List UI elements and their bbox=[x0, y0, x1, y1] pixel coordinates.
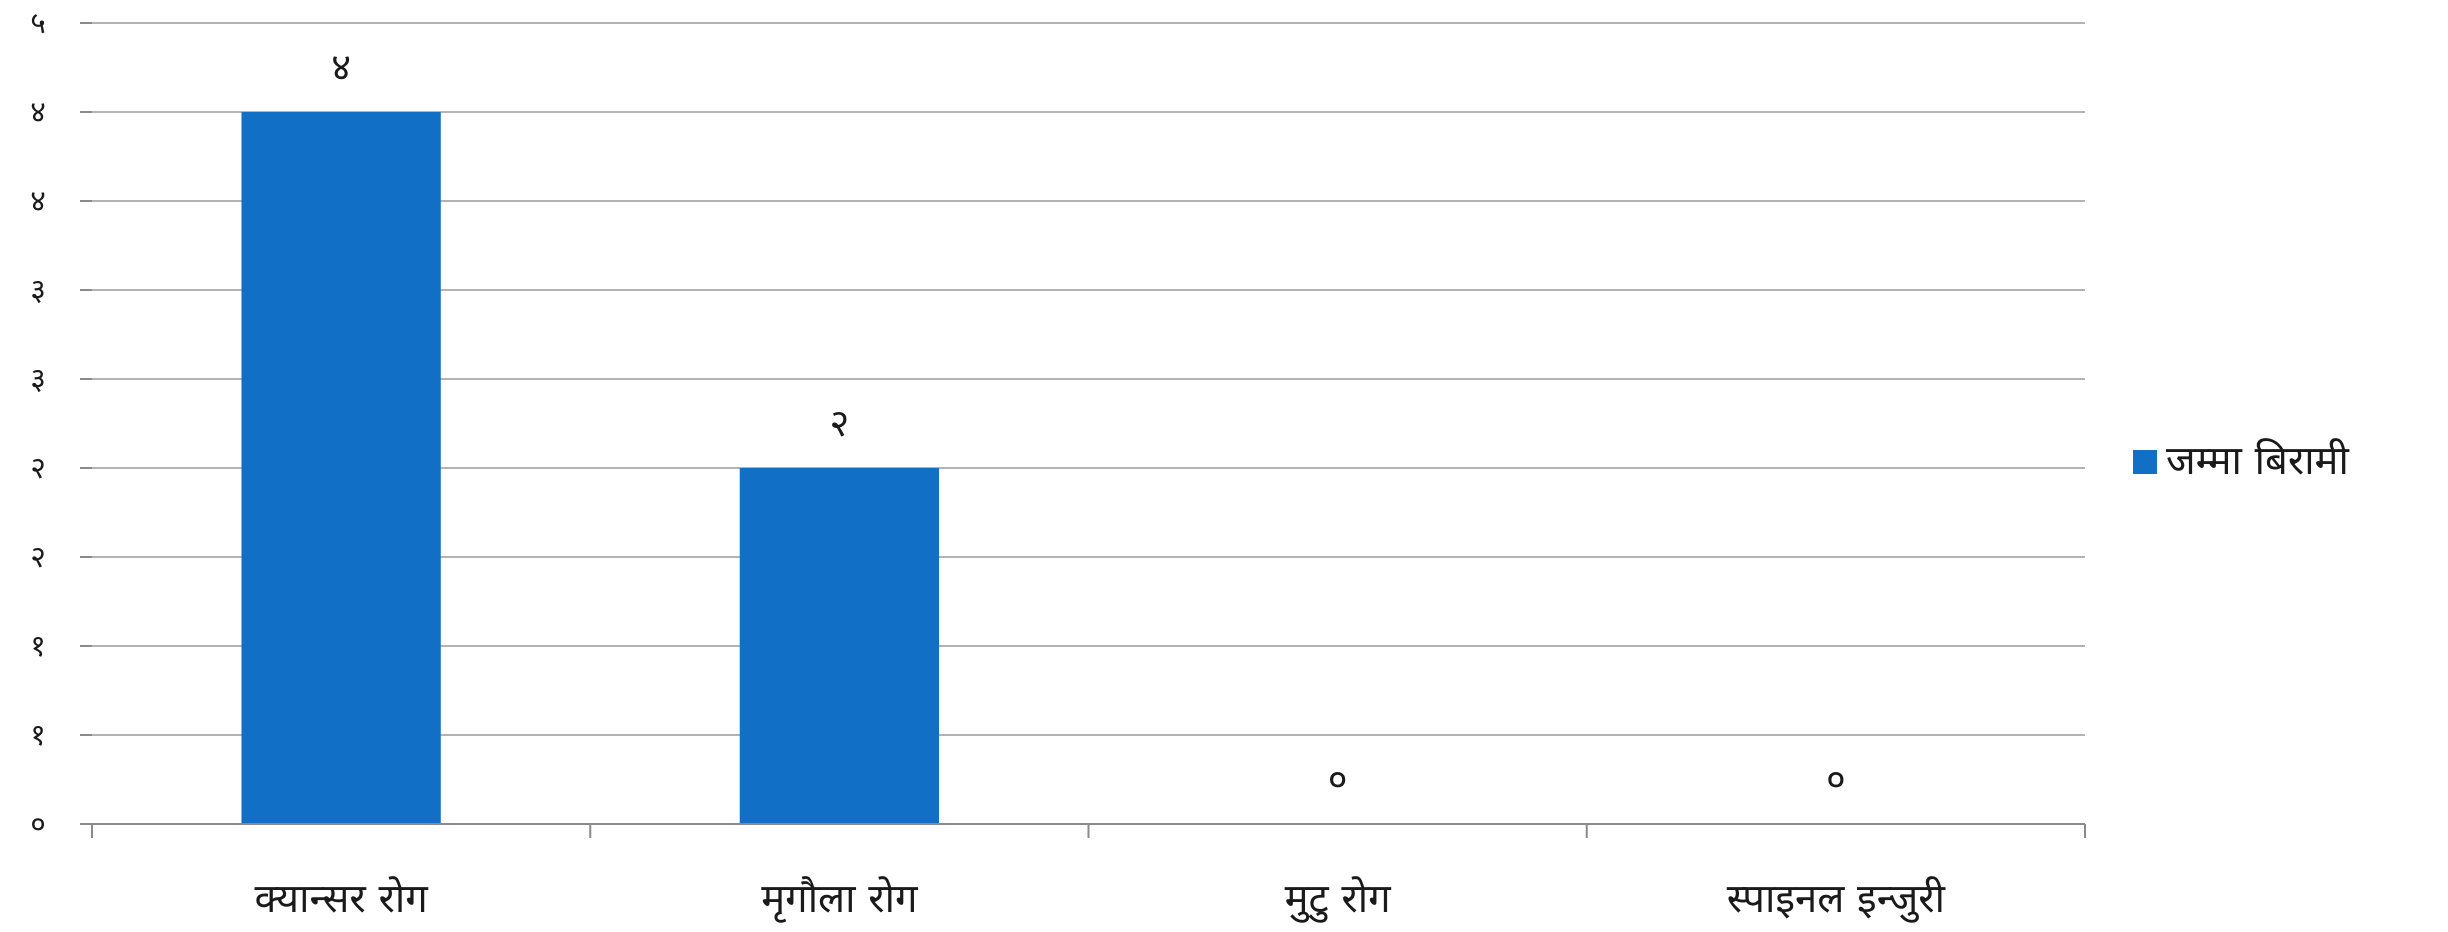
x-axis: क्यान्सर रोग मृगौला रोग मुटु रोग स्पाइनल इन… bbox=[91, 823, 2086, 923]
y-tick-label: ४ bbox=[30, 184, 46, 219]
x-category-label: मुटु रोग bbox=[1285, 876, 1393, 923]
data-label: २ bbox=[829, 401, 849, 445]
y-tick-label: २ bbox=[30, 540, 46, 575]
y-tick-label: ३ bbox=[30, 362, 46, 397]
y-tick-label: १ bbox=[30, 718, 46, 753]
legend-swatch bbox=[2133, 450, 2157, 474]
data-label: ० bbox=[1826, 757, 1846, 801]
y-tick-label: ० bbox=[30, 807, 46, 842]
data-label: ० bbox=[1328, 757, 1348, 801]
bars bbox=[241, 112, 940, 824]
x-category-label: क्यान्सर रोग bbox=[255, 876, 430, 922]
y-tick-label: ३ bbox=[30, 273, 46, 308]
data-label: ४ bbox=[331, 45, 351, 89]
data-labels: ४ २ ० ० bbox=[331, 45, 1846, 801]
legend: जम्मा बिरामी bbox=[2133, 438, 2349, 484]
bar bbox=[241, 112, 441, 824]
y-axis-ticks: ० १ १ २ २ ३ ३ ४ ४ ५ bbox=[30, 6, 92, 842]
bar bbox=[739, 468, 940, 824]
y-tick-label: ४ bbox=[30, 95, 46, 130]
y-tick-label: १ bbox=[30, 629, 46, 664]
y-tick-label: ५ bbox=[30, 6, 46, 41]
legend-label: जम्मा बिरामी bbox=[2166, 438, 2349, 484]
x-category-label: मृगौला रोग bbox=[761, 876, 919, 923]
x-category-label: स्पाइनल इन्जुरी bbox=[1727, 876, 1946, 923]
y-tick-label: २ bbox=[30, 451, 46, 486]
